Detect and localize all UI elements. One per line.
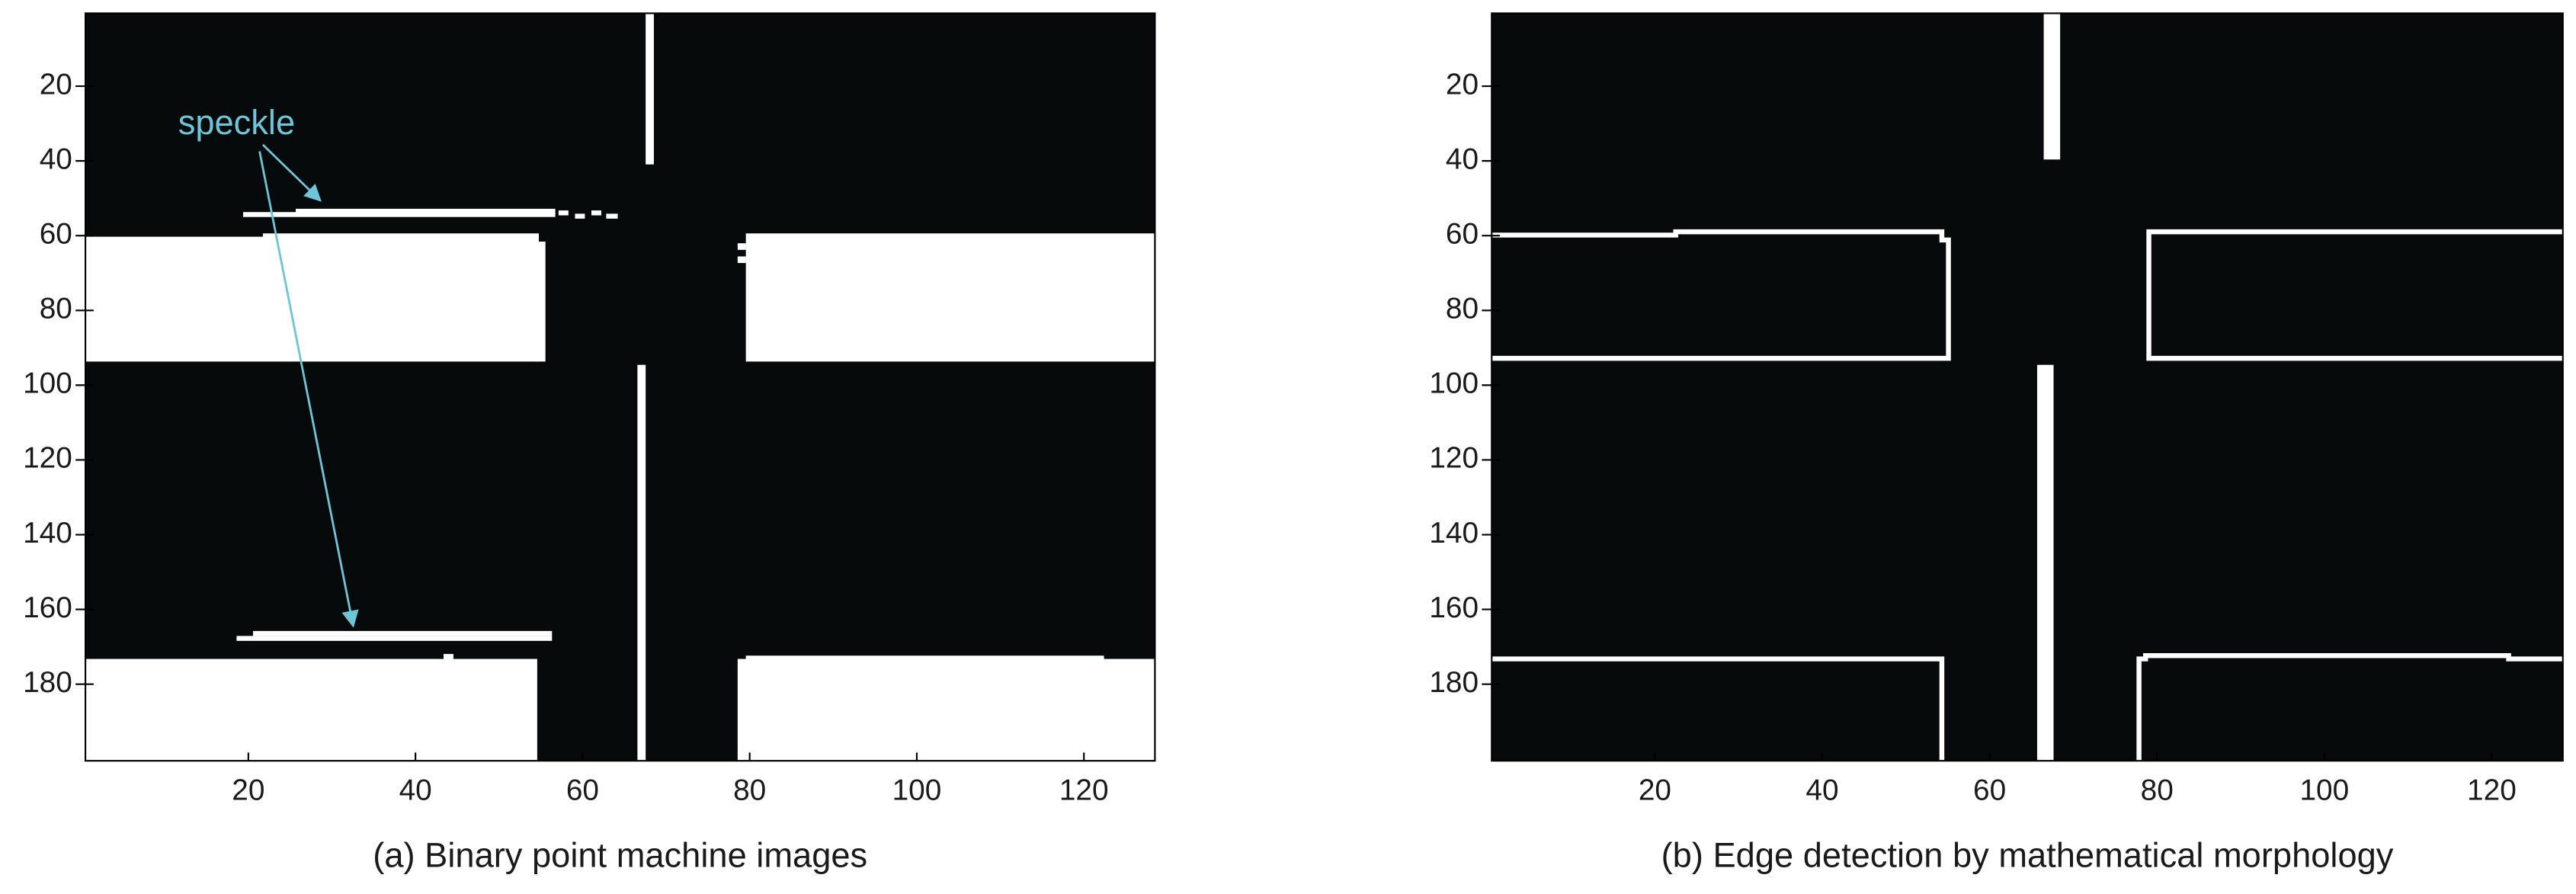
y-tick-label: 40 <box>1446 143 1479 175</box>
panel-a: speckle <box>85 12 1156 762</box>
y-tick-label: 140 <box>23 517 72 550</box>
y-tick-label: 80 <box>40 293 72 325</box>
y-tick-label: 180 <box>23 666 72 699</box>
y-tick-label: 100 <box>1429 367 1479 400</box>
y-tick-label: 20 <box>40 68 72 101</box>
y-tick-label: 120 <box>23 442 72 475</box>
x-tick-label: 40 <box>399 774 432 806</box>
edge-lines <box>1491 229 2563 761</box>
axes-frame <box>1491 12 2564 762</box>
y-tick-label: 120 <box>1429 442 1479 475</box>
x-tick-label: 100 <box>892 774 942 806</box>
x-tick-label: 60 <box>566 774 599 806</box>
y-tick-label: 20 <box>1446 68 1479 101</box>
y-tick-label: 80 <box>1446 293 1479 325</box>
annotation-arrow <box>261 143 322 202</box>
axes-frame <box>85 12 1156 762</box>
x-tick-label: 120 <box>2467 774 2517 806</box>
y-tick-label: 180 <box>1429 666 1479 699</box>
annotation: speckle <box>178 103 295 142</box>
y-tick-label: 160 <box>23 591 72 624</box>
caption: (b) Edge detection by mathematical morph… <box>1661 835 2394 874</box>
x-tick-label: 60 <box>1973 774 2006 806</box>
panel-b <box>1491 12 2564 762</box>
y-tick-label: 60 <box>40 217 72 250</box>
y-tick-label: 40 <box>40 143 72 175</box>
y-tick-label: 160 <box>1429 591 1479 624</box>
x-tick-label: 40 <box>1805 774 1838 806</box>
y-tick-label: 100 <box>23 367 72 400</box>
annotation-arrow <box>258 151 359 628</box>
x-tick-label: 120 <box>1059 774 1109 806</box>
caption: (a) Binary point machine images <box>373 835 867 874</box>
y-tick-label: 140 <box>1429 517 1479 550</box>
image-background <box>1491 13 2563 761</box>
x-tick-label: 100 <box>2299 774 2349 806</box>
x-tick-label: 20 <box>1639 774 1671 806</box>
image-content <box>2036 13 2061 761</box>
x-tick-label: 80 <box>733 774 766 806</box>
x-tick-label: 80 <box>2141 774 2174 806</box>
y-tick-label: 60 <box>1446 217 1479 250</box>
x-tick-label: 20 <box>232 774 264 806</box>
image-content <box>85 13 1155 761</box>
